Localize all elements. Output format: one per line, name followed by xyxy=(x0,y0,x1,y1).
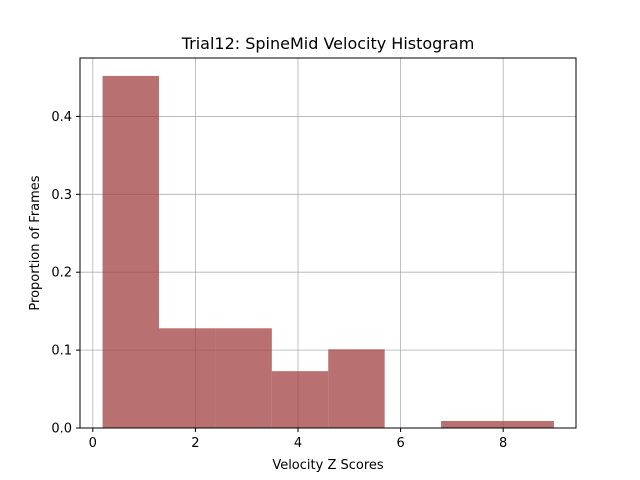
y-axis-ticks: 0.0 0.1 0.2 0.3 0.4 xyxy=(51,110,80,437)
x-tick-label: 4 xyxy=(294,436,302,451)
histogram-bar xyxy=(215,328,272,428)
x-axis-label: Velocity Z Scores xyxy=(272,458,384,473)
y-tick-label: 0.1 xyxy=(51,344,72,359)
histogram-bar xyxy=(271,371,329,428)
x-tick-label: 2 xyxy=(191,436,199,451)
y-tick-label: 0.2 xyxy=(51,266,72,281)
y-tick-label: 0.3 xyxy=(51,188,72,203)
x-tick-label: 6 xyxy=(396,436,404,451)
histogram-bars xyxy=(102,75,554,429)
histogram-bar xyxy=(497,420,554,428)
histogram-bar xyxy=(102,75,159,429)
y-tick-label: 0.4 xyxy=(51,110,72,125)
x-tick-label: 8 xyxy=(499,436,507,451)
histogram-bar xyxy=(328,349,385,428)
y-axis-label: Proportion of Frames xyxy=(28,175,43,310)
plot-frame xyxy=(79,57,577,429)
chart-title: Trial12: SpineMid Velocity Histogram xyxy=(181,34,475,53)
y-tick-label: 0.0 xyxy=(51,422,72,437)
histogram-bar xyxy=(158,328,216,428)
x-tick-label: 0 xyxy=(89,436,97,451)
histogram-bar xyxy=(441,420,498,428)
x-axis-ticks: 0 2 4 6 8 xyxy=(89,428,507,451)
